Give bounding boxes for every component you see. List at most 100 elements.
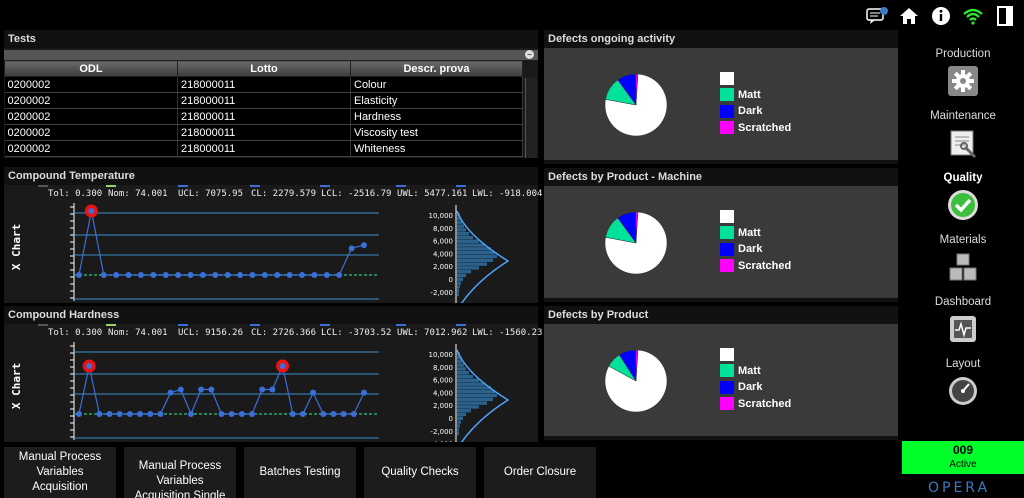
histogram-tick: 8,000 (433, 225, 453, 233)
hardness-x-chart[interactable]: X Chart 10,000 8,000 6,000 4,000 2,000 0 -2,000… (4, 324, 538, 442)
stat-color-chip (456, 185, 466, 187)
data-point (299, 411, 306, 417)
table-row[interactable]: 0200002 218000011 Viscosity test (4, 124, 523, 141)
data-point (259, 386, 266, 393)
data-point (137, 411, 144, 417)
column-header-odl[interactable]: ODL (4, 60, 178, 77)
series-line (78, 210, 365, 276)
histogram-bar (457, 409, 471, 413)
data-point (126, 411, 133, 417)
histogram-bar (457, 412, 466, 417)
histogram-bar (457, 378, 479, 382)
legend-item (720, 208, 791, 225)
data-point (350, 411, 357, 417)
legend: Matt Dark Scratched (720, 346, 791, 412)
tests-table: ODL Lotto Descr. prova 0200002 218000011 C… (4, 60, 523, 157)
nav-dashboard[interactable]: Dashboard (902, 296, 1024, 345)
manual-process-variables-single-button[interactable]: Manual Process Variables Acquisition Sin… (124, 447, 236, 498)
checkmark-icon (947, 189, 979, 221)
collapse-icon[interactable]: − (525, 50, 534, 59)
histogram-bar (457, 371, 469, 375)
histogram-bar (457, 228, 466, 232)
data-point (157, 411, 164, 417)
histogram-tick: -4,000 (430, 441, 453, 442)
cell-lotto: 218000011 (177, 124, 351, 141)
column-header-descr[interactable]: Descr. prova (350, 60, 523, 77)
histogram-tick: -2,000 (430, 428, 453, 436)
histogram-bar (457, 281, 461, 285)
histogram-bar (457, 266, 479, 270)
table-row[interactable]: 0200002 218000011 Whiteness (4, 140, 523, 157)
data-point (113, 272, 120, 278)
column-header-lotto[interactable]: Lotto (177, 60, 351, 77)
order-closure-button[interactable]: Order Closure (484, 447, 596, 498)
cell-odl: 0200002 (4, 76, 178, 93)
logout-icon[interactable] (994, 5, 1016, 27)
stat-color-chip (396, 324, 406, 326)
nav-materials[interactable]: Materials (902, 234, 1024, 283)
batches-testing-button[interactable]: Batches Testing (244, 447, 356, 498)
chart-stats: Tol: 0.300 Nom: 74.001 UCL: 9156.26 CL: … (48, 328, 542, 338)
histogram-bar (457, 401, 487, 405)
data-point (289, 411, 296, 417)
info-icon[interactable] (930, 5, 952, 27)
brand-logo: OPERA (928, 480, 991, 496)
defects-pie-chart[interactable] (601, 346, 671, 416)
stat-color-chip (320, 324, 330, 326)
nav-layout[interactable]: Layout (902, 358, 1024, 407)
wifi-icon (962, 5, 984, 27)
nav-label: Maintenance (930, 110, 996, 122)
histogram-bar (457, 416, 463, 420)
legend-swatch (720, 121, 734, 135)
legend-item (720, 70, 791, 87)
quality-checks-button[interactable]: Quality Checks (364, 447, 476, 498)
data-point (320, 411, 327, 417)
histogram-bar (457, 393, 497, 398)
table-scrollbar[interactable] (525, 78, 537, 158)
defects-product-machine-panel: Defects by Product - Machine Matt Dark S… (544, 168, 898, 302)
temperature-x-chart[interactable]: X Chart 10,000 8,000 6,000 4,000 2,000 0 -2,000 (4, 185, 538, 303)
data-point (261, 272, 268, 278)
histogram-bar (457, 220, 462, 224)
cell-odl: 0200002 (4, 124, 178, 141)
defects-pie-chart[interactable] (601, 70, 671, 140)
table-row[interactable]: 0200002 218000011 Hardness (4, 108, 523, 125)
data-point (218, 411, 225, 417)
manual-process-variables-button[interactable]: Manual Process Variables Acquisition (4, 447, 116, 498)
nav-quality[interactable]: Quality (902, 172, 1024, 221)
nav-maintenance[interactable]: Maintenance (902, 110, 1024, 159)
nav-label: Dashboard (934, 296, 992, 308)
histogram-bar (457, 232, 469, 236)
home-icon[interactable] (898, 5, 920, 27)
histogram-bar (457, 405, 479, 409)
panel-title: Compound Hardness (4, 306, 538, 324)
data-point (237, 272, 244, 278)
density-curve (456, 210, 510, 303)
defects-pie-chart[interactable] (601, 208, 671, 278)
order-status-badge[interactable]: 009 Active (902, 441, 1024, 474)
legend-swatch (720, 364, 734, 378)
stat-lwl: LWL: -918.004 (472, 189, 543, 199)
data-point (361, 389, 367, 396)
data-point (76, 272, 82, 278)
table-row[interactable]: 0200002 218000011 Elasticity (4, 92, 523, 109)
histogram-tick: 8,000 (433, 364, 453, 372)
data-point (150, 272, 157, 278)
histogram-bar (457, 292, 459, 297)
histogram-bar (457, 289, 459, 293)
histogram-bar (457, 247, 491, 251)
stat-cl: CL: 2726.366 (251, 328, 317, 338)
histogram-bar (457, 386, 491, 390)
legend-item: Scratched (720, 396, 791, 413)
order-status: Active (949, 459, 977, 470)
nav-production[interactable]: Production (902, 48, 1024, 97)
histogram-tick: 4,000 (433, 250, 453, 258)
cell-lotto: 218000011 (177, 76, 351, 93)
dashboard-monitor-icon (947, 313, 979, 345)
table-row[interactable]: 0200002 218000011 Colour (4, 76, 523, 93)
stat-ucl: UCL: 7075.95 (178, 189, 244, 199)
y-axis-label: X Chart (10, 363, 23, 409)
nav-label: Production (935, 48, 991, 60)
legend-swatch (720, 347, 734, 361)
messages-icon[interactable] (866, 5, 888, 27)
